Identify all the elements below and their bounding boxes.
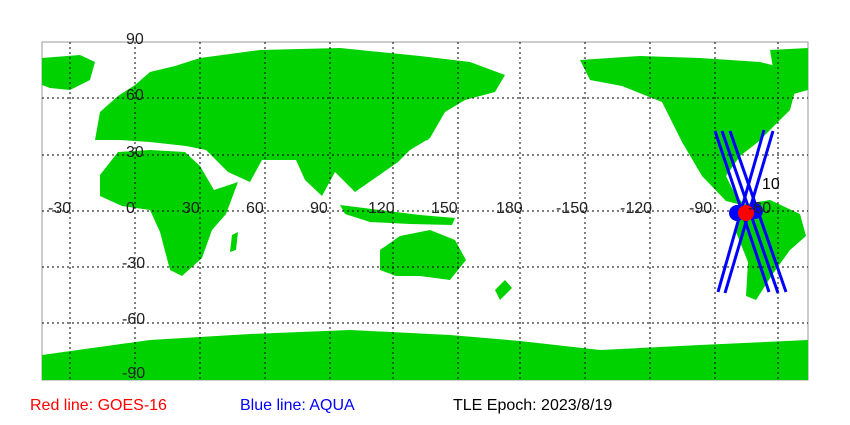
longitude-label: 90 (310, 200, 328, 217)
longitude-label: 60 (246, 200, 264, 217)
latitude-label: 60 (126, 87, 144, 104)
longitude-label: -120 (620, 200, 653, 217)
greenland-east (770, 48, 808, 95)
australia (380, 230, 466, 280)
satellite-label: 10 (762, 176, 780, 193)
latitude-label: -30 (122, 255, 146, 272)
latitude-label: 90 (126, 31, 144, 48)
legend-red-line: Red line: GOES-16 (30, 397, 167, 414)
longitude-label: -30 (48, 200, 72, 217)
longitude-label: -90 (689, 200, 713, 217)
latitude-label: -60 (122, 311, 146, 328)
eurasia (95, 48, 505, 196)
graticule (42, 42, 808, 380)
longitude-label: -150 (556, 200, 589, 217)
new-zealand (495, 280, 512, 300)
longitude-label: 30 (182, 200, 200, 217)
legend-blue-line: Blue line: AQUA (240, 397, 355, 414)
latitude-label: -90 (122, 365, 146, 382)
japan (418, 118, 438, 142)
greenland-west (42, 55, 95, 90)
tle-epoch: TLE Epoch: 2023/8/19 (453, 397, 613, 414)
latitude-label: 30 (126, 144, 144, 161)
longitude-label: 150 (431, 200, 458, 217)
madagascar (230, 232, 238, 252)
longitude-label: -60 (748, 200, 772, 217)
longitude-label: 180 (496, 200, 523, 217)
longitude-label: 120 (368, 200, 395, 217)
antarctica (42, 330, 808, 380)
longitude-label: 0 (126, 200, 135, 217)
goes16-position-marker (738, 205, 754, 221)
north-america (580, 56, 800, 206)
satellite-tracks (713, 129, 788, 294)
indonesia (340, 205, 455, 225)
africa (100, 150, 238, 276)
